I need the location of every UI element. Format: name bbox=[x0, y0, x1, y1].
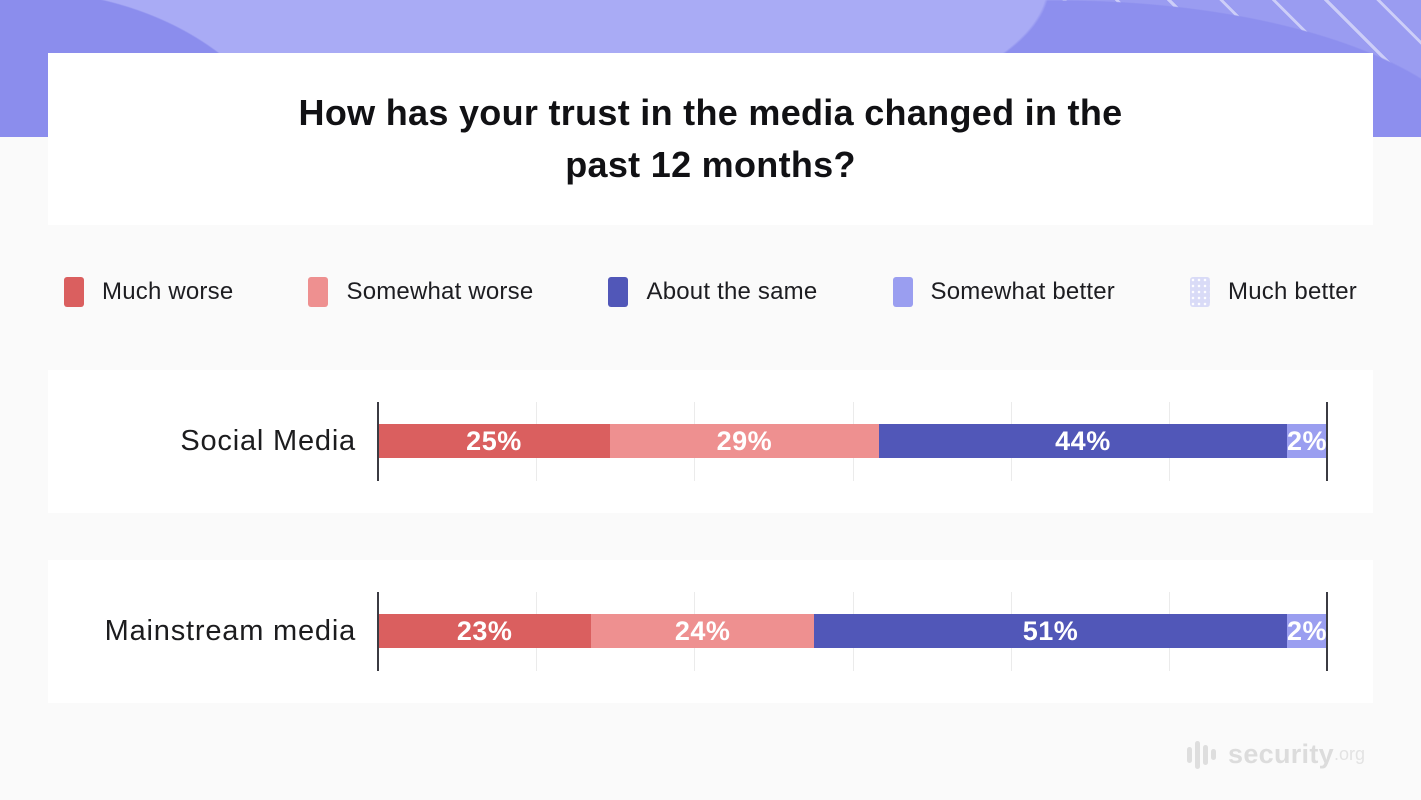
axis-start-line bbox=[377, 402, 379, 481]
bar-row-social-media: Social Media 25% 29% 44% 2% bbox=[48, 370, 1373, 513]
bar-value-label: 24% bbox=[674, 615, 731, 646]
legend-swatch-much-worse bbox=[64, 277, 84, 307]
axis-end-line bbox=[1326, 402, 1328, 481]
legend-swatch-somewhat-worse bbox=[308, 277, 329, 307]
bar-segment-somewhat-worse: 24% bbox=[591, 614, 814, 648]
axis-start-line bbox=[377, 592, 379, 671]
footer: security .org bbox=[0, 739, 1365, 770]
bar-segment-somewhat-worse: 29% bbox=[609, 424, 879, 458]
bar-value-label: 23% bbox=[456, 615, 513, 646]
legend-swatch-somewhat-better bbox=[892, 277, 913, 307]
category-label: Social Media bbox=[180, 425, 356, 457]
bar-segment-somewhat-better: 2% bbox=[1287, 614, 1327, 648]
axis-end-line bbox=[1326, 592, 1328, 671]
bar-track: 25% 29% 44% 2% bbox=[377, 370, 1328, 513]
legend-label: About the same bbox=[646, 278, 818, 305]
chart-legend: Much worse Somewhat worse About the same… bbox=[64, 277, 1357, 307]
legend-item-much-worse: Much worse bbox=[64, 277, 233, 307]
stacked-bar: 25% 29% 44% 2% bbox=[378, 424, 1327, 458]
bar-row-mainstream-media: Mainstream media 23% 24% 51% 2% bbox=[48, 560, 1373, 703]
bar-segment-much-worse: 23% bbox=[378, 614, 592, 648]
chart-area: Social Media 25% 29% 44% 2% bbox=[0, 370, 1421, 703]
page-title: How has your trust in the media changed … bbox=[298, 91, 1123, 185]
bar-value-label: 2% bbox=[1286, 425, 1328, 456]
legend-swatch-much-better bbox=[1190, 277, 1211, 307]
legend-item-much-better: Much better bbox=[1190, 277, 1357, 307]
bar-segment-much-worse: 25% bbox=[378, 424, 610, 458]
bar-value-label: 51% bbox=[1022, 615, 1079, 646]
bar-value-label: 29% bbox=[716, 425, 773, 456]
legend-item-about-the-same: About the same bbox=[608, 277, 817, 307]
bar-segment-about-the-same: 44% bbox=[878, 424, 1287, 458]
bar-segment-about-the-same: 51% bbox=[813, 614, 1287, 648]
title-card: How has your trust in the media changed … bbox=[48, 53, 1373, 225]
brand-suffix: .org bbox=[1333, 744, 1365, 764]
bar-value-label: 2% bbox=[1286, 615, 1328, 646]
brand-name: security bbox=[1228, 739, 1334, 769]
legend-swatch-about-the-same bbox=[608, 277, 629, 307]
legend-label: Somewhat better bbox=[930, 278, 1115, 305]
security-org-logo-icon bbox=[1187, 740, 1219, 769]
bar-value-label: 44% bbox=[1055, 425, 1111, 456]
legend-label: Somewhat worse bbox=[346, 278, 534, 305]
legend-label: Much better bbox=[1228, 278, 1357, 305]
legend-label: Much worse bbox=[102, 278, 234, 305]
bar-segment-somewhat-better: 2% bbox=[1287, 424, 1327, 458]
bar-track: 23% 24% 51% 2% bbox=[377, 560, 1328, 703]
legend-item-somewhat-worse: Somewhat worse bbox=[308, 277, 533, 307]
category-label: Mainstream media bbox=[104, 615, 356, 647]
stacked-bar: 23% 24% 51% 2% bbox=[378, 614, 1327, 648]
legend-item-somewhat-better: Somewhat better bbox=[892, 277, 1115, 307]
bar-value-label: 25% bbox=[466, 425, 522, 456]
